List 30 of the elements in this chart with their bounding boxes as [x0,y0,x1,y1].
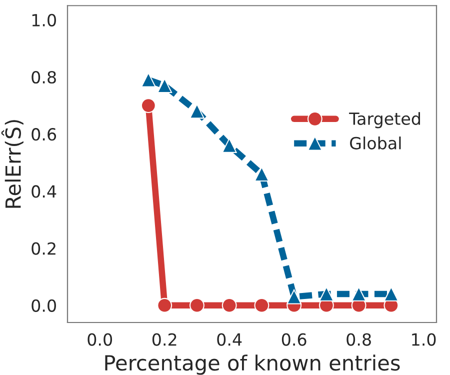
point [222,298,237,313]
point [351,286,366,302]
x-axis-title: Percentage of known entries [105,354,400,375]
x-tick-label: 0.6 [282,333,306,346]
legend-label: Targeted [349,112,420,128]
y-tick-label: 0.2 [32,242,56,255]
point [140,72,156,88]
point [190,298,204,313]
y-tick-label: 1.0 [32,14,56,26]
point [254,298,270,313]
y-tick-label: 0.0 [32,299,56,312]
point [140,98,156,114]
x-tick-label: 1.0 [412,333,436,346]
y-axis-title: RelErr(Ŝ) [1,120,24,208]
point [254,166,270,182]
x-tick-label: 0.2 [152,333,176,346]
point [157,78,172,94]
point [190,104,204,119]
point [286,289,302,304]
point [222,138,237,153]
y-tick-label: 0.6 [32,128,56,141]
x-tick-label: 0.0 [88,333,112,346]
y-tick-label: 0.8 [32,70,56,84]
point [157,298,172,313]
x-tick-label: 0.4 [217,333,242,346]
y-tick-label: 0.4 [32,185,56,198]
legend-label: Global [350,136,401,150]
x-tick-label: 0.8 [346,333,371,346]
point [384,286,399,302]
point [318,286,334,302]
